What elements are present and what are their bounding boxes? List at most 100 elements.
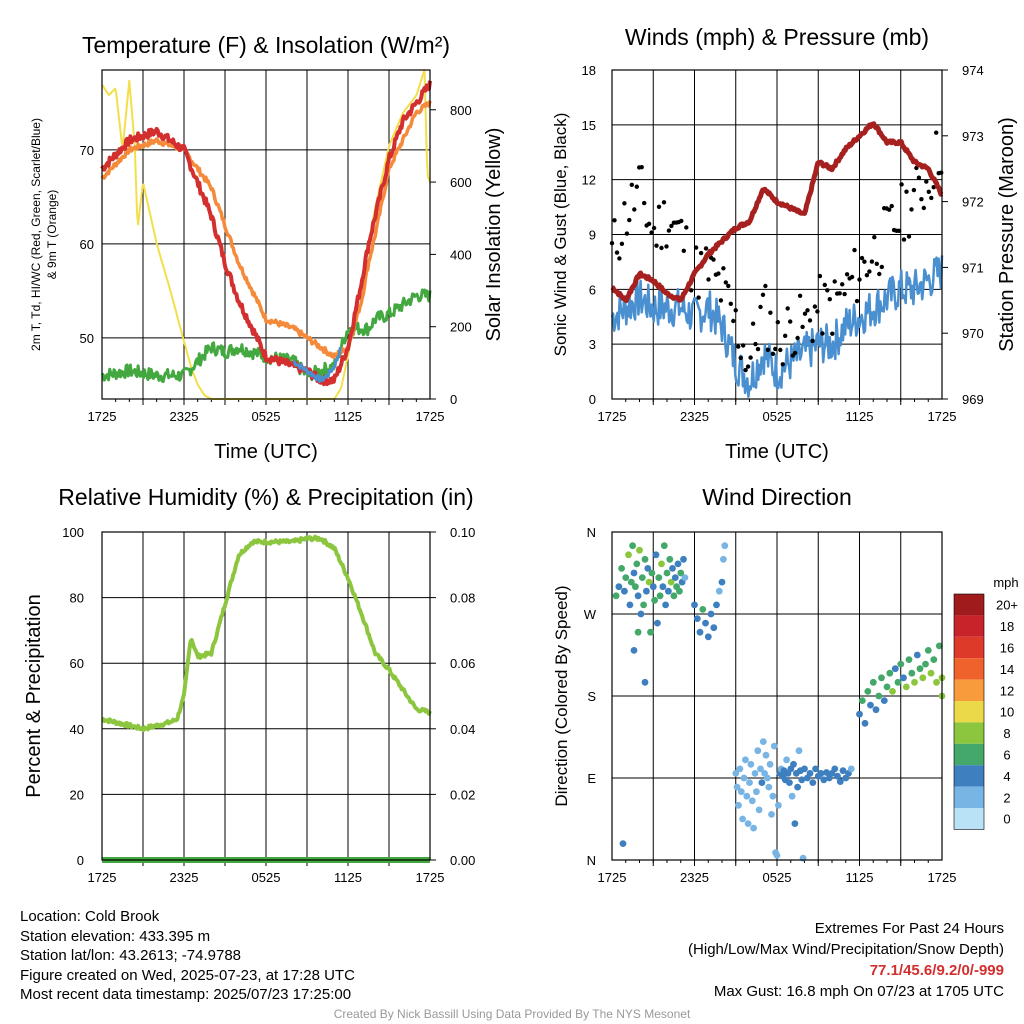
temp-ytick-right-label: 400 [450, 247, 472, 262]
direction-point [775, 801, 782, 809]
direction-point [633, 560, 641, 568]
gust-point [755, 346, 761, 352]
direction-point [627, 578, 635, 586]
direction-point [790, 760, 797, 768]
temp-x-label: Time (UTC) [214, 441, 318, 463]
direction-point [710, 624, 718, 632]
temp-9m-line [100, 100, 432, 360]
rh-xtick-label: 1125 [334, 870, 362, 885]
gust-point [770, 351, 776, 356]
direction-point [836, 778, 844, 785]
direction-point [753, 788, 760, 796]
direction-point [768, 811, 775, 818]
rh-chart-title: Relative Humidity (%) & Precipitation (i… [58, 484, 473, 510]
direction-point [634, 628, 642, 636]
gust-point [711, 257, 716, 262]
direction-point [886, 669, 894, 677]
gust-point [800, 324, 805, 330]
colorbar-label: 18 [1000, 619, 1014, 634]
temp-xtick-label: 1125 [334, 409, 362, 424]
wdir-ytick-label: W [584, 607, 597, 622]
colorbar-swatch [954, 636, 984, 659]
rh-xtick-label: 1725 [88, 870, 117, 885]
direction-point [900, 674, 907, 682]
direction-point [669, 565, 676, 572]
gust-point [802, 311, 808, 316]
direction-point [773, 852, 781, 859]
humidity-line [101, 534, 432, 732]
direction-point [630, 569, 638, 577]
gust-point [723, 280, 728, 285]
colorbar-label: 6 [1003, 748, 1010, 763]
direction-point [748, 797, 756, 805]
colorbar-swatch [954, 679, 984, 701]
gust-point [904, 189, 909, 194]
direction-point [643, 587, 650, 595]
direction-point [764, 774, 771, 782]
gust-point [939, 170, 944, 175]
wind-chart-title: Winds (mph) & Pressure (mb) [625, 24, 929, 50]
direction-point [612, 592, 620, 600]
direction-point [640, 601, 647, 609]
temp-2m-line [100, 80, 432, 387]
gust-point [765, 347, 771, 352]
wind-y-label-right: Station Pressure (Maroon) [996, 117, 1018, 352]
direction-point [652, 551, 660, 559]
rh-ytick-label: 100 [62, 525, 84, 540]
rh-ytick-label: 60 [70, 656, 84, 671]
direction-point [644, 565, 652, 572]
direction-point [922, 660, 929, 668]
direction-point [817, 770, 825, 777]
direction-point [735, 801, 742, 809]
direction-point [665, 587, 672, 595]
gust-point [896, 228, 902, 233]
gust-point [619, 241, 625, 246]
rh-ytick-right-label: 0.06 [450, 656, 475, 671]
wdir-ytick-label: S [587, 689, 596, 704]
colorbar-swatch [954, 786, 984, 808]
wind-xtick-label: 2325 [680, 409, 709, 424]
rh-ytick-label: 20 [70, 787, 84, 802]
gust-point [812, 304, 818, 309]
gust-point [889, 203, 894, 209]
gust-point [874, 261, 879, 266]
direction-point [736, 765, 744, 773]
direction-point [913, 651, 921, 659]
gust-point [867, 269, 872, 274]
direction-point [769, 792, 777, 800]
colorbar-label: 12 [1000, 683, 1014, 698]
gust-point [785, 306, 790, 311]
gust-point [664, 244, 669, 249]
direction-point [751, 770, 759, 777]
gust-point [656, 204, 662, 209]
direction-point [889, 688, 896, 695]
wind-y-label: Sonic Wind & Gust (Blue, Black) [551, 113, 570, 357]
gust-point [879, 264, 884, 270]
gust-point [718, 298, 724, 303]
direction-point [680, 555, 687, 563]
gust-point [728, 301, 733, 306]
colorbar-label: 8 [1003, 726, 1010, 741]
wind-xtick-label: 1725 [928, 409, 957, 424]
latlon-text: Station lat/lon: 43.2613; -74.9788 [20, 947, 242, 964]
gust-point [872, 235, 877, 240]
direction-point [770, 742, 778, 750]
rh-ytick-right-label: 0.08 [450, 591, 475, 606]
direction-point [927, 669, 935, 677]
colorbar-label: 2 [1003, 790, 1010, 805]
direction-point [880, 697, 888, 704]
gust-point [822, 282, 827, 288]
wind-ytick-label: 15 [582, 118, 596, 133]
direction-point [655, 574, 663, 581]
gust-point [909, 207, 914, 212]
wdir-ytick-label: N [587, 853, 596, 868]
temp-ytick-right-label: 800 [450, 103, 472, 118]
gust-point [659, 245, 664, 251]
direction-point [626, 601, 634, 609]
rh-ytick-label: 0 [77, 853, 84, 868]
gust-point [780, 362, 785, 367]
wind-ytick-label: 0 [589, 392, 596, 407]
gust-point [642, 200, 647, 206]
gust-point [768, 310, 773, 315]
gust-point [738, 355, 743, 361]
